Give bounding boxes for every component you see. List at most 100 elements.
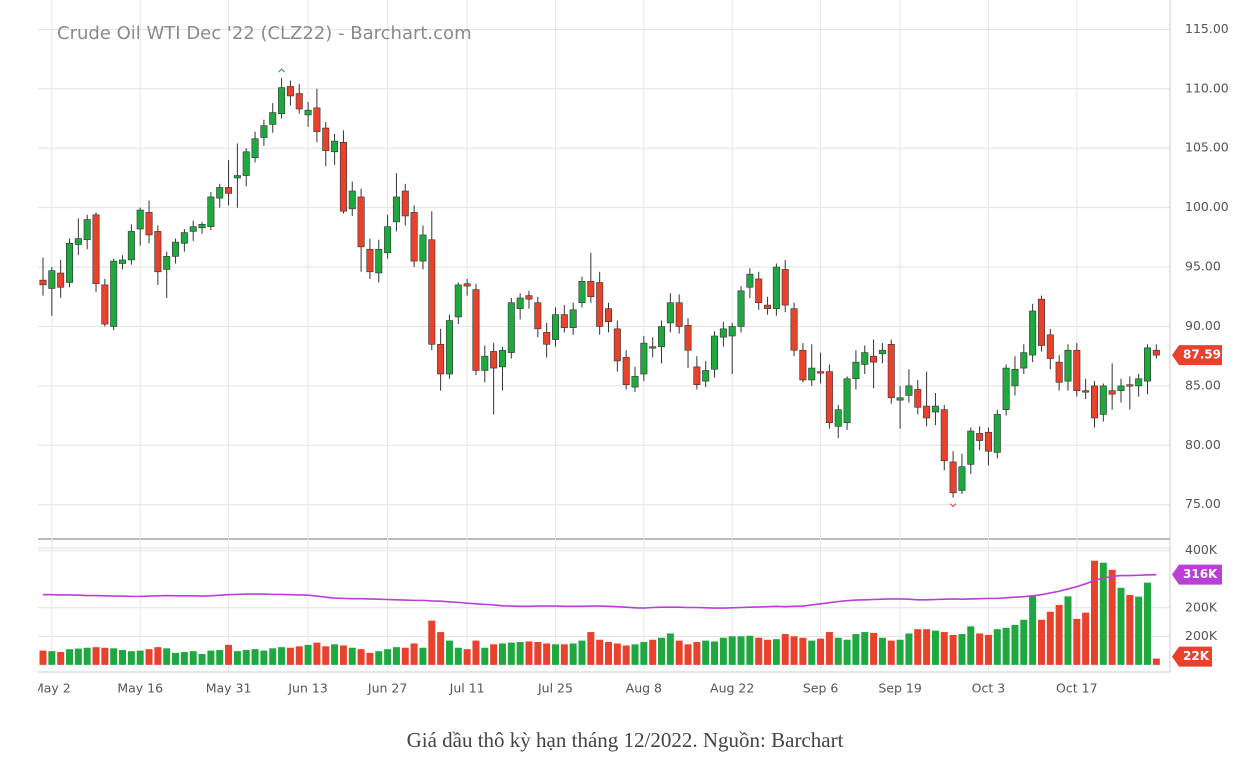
candle-body <box>790 308 798 351</box>
y-tick-label: 115.00 <box>1185 21 1229 36</box>
volume-bar <box>366 652 374 665</box>
candle-body <box>163 256 171 270</box>
candle-body <box>693 366 701 386</box>
candle-body <box>428 239 436 345</box>
volume-bar <box>225 644 233 665</box>
y-tick-label: 75.00 <box>1185 496 1221 511</box>
average-badge-label: 316K <box>1183 567 1218 581</box>
candle-body <box>110 260 118 327</box>
volume-bar <box>525 641 533 665</box>
volume-bar <box>101 647 109 665</box>
volume-badge <box>1172 646 1212 667</box>
volume-bar <box>39 650 47 665</box>
candle-body <box>1073 349 1081 391</box>
volume-bar <box>843 639 851 665</box>
candle-body <box>764 304 772 309</box>
caption: Giá dầu thô kỳ hạn tháng 12/2022. Nguồn:… <box>406 728 844 752</box>
candle-body <box>1099 385 1107 415</box>
volume-bar <box>260 650 268 665</box>
x-tick-label: Oct 17 <box>1056 681 1098 696</box>
volume-bar <box>560 644 568 665</box>
volume-bar <box>596 639 604 665</box>
volume-bar <box>534 642 542 665</box>
candle-body <box>127 231 135 261</box>
y-tick-label: 85.00 <box>1185 377 1221 392</box>
candle-body <box>454 284 462 318</box>
volume-bar <box>825 632 833 665</box>
candle-body <box>339 141 347 212</box>
volume-bar <box>189 651 197 665</box>
volume-bar <box>498 643 506 665</box>
candle-body <box>878 349 886 355</box>
candle-body <box>808 367 816 381</box>
candle-body <box>569 309 577 328</box>
volume-bar <box>233 651 241 665</box>
x-tick-label: Jun 27 <box>367 681 407 696</box>
volume-bar <box>1117 587 1125 665</box>
volume-bar <box>242 650 250 665</box>
volume-bar <box>746 635 754 665</box>
candle-body <box>1126 384 1134 387</box>
candle-body <box>101 284 109 325</box>
y-tick-label: 200K <box>1185 628 1218 643</box>
candle-body <box>923 405 931 419</box>
candle-body <box>1046 334 1054 359</box>
volume-bar <box>887 640 895 665</box>
volume-bar <box>1135 596 1143 665</box>
x-tick-label: May 31 <box>206 681 252 696</box>
volume-bar <box>711 641 719 665</box>
volume-bar <box>1126 594 1134 665</box>
volume-bar <box>445 640 453 665</box>
candle-body <box>437 344 445 375</box>
volume-bar <box>675 640 683 665</box>
volume-bar <box>976 633 984 665</box>
candle-body <box>896 397 904 401</box>
volume-bar <box>666 633 674 665</box>
volume-bar <box>454 647 462 665</box>
volume-bar <box>472 640 480 665</box>
volume-bar <box>808 640 816 665</box>
volume-bar <box>949 634 957 665</box>
candle-body <box>1020 352 1028 369</box>
volume-bar <box>764 639 772 665</box>
candle-body <box>1152 349 1160 356</box>
candle-body <box>1064 349 1072 382</box>
volume-bar <box>110 648 118 665</box>
volume-bar <box>295 646 303 665</box>
volume-bar <box>1037 619 1045 665</box>
volume-bar <box>1073 618 1081 665</box>
volume-bar <box>967 626 975 665</box>
candle-body <box>384 226 392 254</box>
candle-body <box>498 349 506 368</box>
candle-body <box>684 324 692 351</box>
average-badge <box>1172 564 1222 585</box>
volume-bar <box>817 638 825 665</box>
volume-bar <box>861 632 869 665</box>
volume-bar <box>66 649 74 665</box>
candle-body <box>799 349 807 381</box>
volume-bar <box>57 652 65 665</box>
volume-bar <box>154 647 162 665</box>
volume-bar <box>339 645 347 665</box>
candle-body <box>401 190 409 217</box>
candle-body <box>322 127 330 151</box>
candle-body <box>1117 385 1125 391</box>
volume-bar <box>331 644 339 665</box>
volume-bar <box>392 647 400 665</box>
volume-bar <box>799 637 807 665</box>
volume-bar <box>728 636 736 665</box>
volume-bar <box>428 620 436 665</box>
volume-bar <box>772 639 780 665</box>
volume-bar <box>914 629 922 665</box>
candle-body <box>207 196 215 227</box>
volume-bar <box>781 634 789 665</box>
candle-body <box>198 223 206 229</box>
volume-bar <box>419 647 427 665</box>
candle-body <box>286 86 294 97</box>
volume-bar <box>1099 562 1107 665</box>
y-tick-label: 105.00 <box>1185 140 1229 155</box>
volume-bar <box>905 633 913 665</box>
candle-body <box>172 241 180 257</box>
candle-body <box>711 335 719 370</box>
